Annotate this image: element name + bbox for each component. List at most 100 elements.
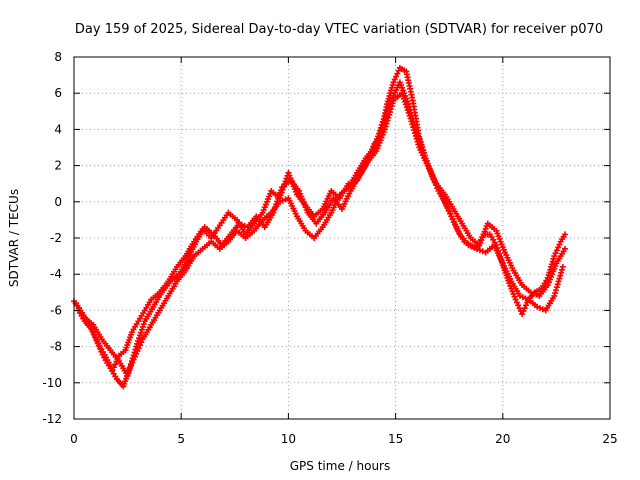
data-point-interp [139, 323, 146, 330]
axis-ticks [73, 56, 611, 420]
y-tick-label: -8 [50, 340, 62, 354]
x-tick-label: 20 [495, 432, 510, 446]
data-point-interp [271, 206, 278, 213]
data-point-interp [132, 346, 139, 353]
x-tick-label: 10 [281, 432, 296, 446]
data-point-interp [411, 127, 418, 134]
x-tick-label: 5 [177, 432, 185, 446]
y-tick-label: -10 [42, 376, 62, 390]
data-point-interp [137, 329, 144, 336]
data-point-interp [377, 124, 384, 131]
data-point-interp [385, 114, 392, 121]
data-point-interp [414, 138, 421, 145]
data-point-interp [387, 109, 394, 116]
y-tick-label: 8 [54, 50, 62, 64]
x-tick-label: 15 [388, 432, 403, 446]
data-point-interp [553, 284, 560, 291]
data-point-interp [126, 366, 133, 373]
y-tick-label: 6 [54, 86, 62, 100]
data-point-interp [135, 337, 142, 344]
data-point-interp [404, 107, 411, 114]
y-tick-label: 4 [54, 122, 62, 136]
y-tick-label: 0 [54, 195, 62, 209]
data-point-interp [130, 352, 137, 359]
data-point-interp [411, 130, 418, 137]
data-point [551, 292, 558, 299]
x-tick-label: 25 [602, 432, 617, 446]
data-point [270, 209, 277, 216]
data-point-interp [399, 93, 406, 100]
data-point-interp [277, 189, 284, 196]
data-point-interp [401, 98, 408, 105]
data-point-interp [556, 275, 563, 282]
data-point-interp [373, 138, 380, 145]
x-tick-label: 0 [70, 432, 78, 446]
data-point-interp [275, 195, 282, 202]
data-point-interp [127, 363, 134, 370]
data-point-interp [403, 104, 410, 111]
data-point [559, 263, 566, 270]
data-point-interp [125, 369, 132, 376]
data-point-interp [386, 111, 393, 118]
y-tick-label: -12 [42, 412, 62, 426]
y-tick-labels: 8 6 4 2 0 -2 -4 -6 -8 -10 -12 [42, 50, 62, 426]
data-point-interp [406, 112, 413, 119]
data-point-interp [557, 272, 564, 279]
data-point-interp [375, 130, 382, 137]
series-track-c [73, 90, 568, 379]
data-point-interp [372, 141, 379, 148]
data-point-interp [554, 281, 561, 288]
x-axis-label: GPS time / hours [290, 459, 391, 473]
data-point-interp [558, 266, 565, 273]
data-point-interp [413, 135, 420, 142]
data-point-interp [278, 187, 285, 194]
data-point [371, 144, 378, 151]
data-point-interp [273, 201, 280, 208]
data-point-interp [412, 132, 419, 139]
data-point-interp [374, 136, 381, 143]
data-point-interp [384, 117, 391, 124]
data-point-interp [408, 118, 415, 125]
data-point-interp [400, 95, 407, 102]
data-point-interp [558, 269, 565, 276]
data-point-interp [552, 287, 559, 294]
data-point [399, 90, 406, 97]
y-tick-label: -4 [50, 267, 62, 281]
data-point-interp [415, 141, 422, 148]
data-point-interp [129, 355, 136, 362]
grid-lines [74, 57, 610, 419]
data-point-interp [274, 198, 281, 205]
data-point-interp [402, 101, 409, 108]
data-point [407, 115, 414, 122]
y-axis-label: SDTVAR / TECUs [7, 189, 21, 287]
data-point-interp [136, 335, 143, 342]
x-tick-labels: 0 5 10 15 20 25 [70, 432, 617, 446]
data-point-interp [276, 192, 283, 199]
data-point [124, 372, 131, 379]
y-tick-label: -6 [50, 303, 62, 317]
data-point-interp [388, 103, 395, 110]
data-point-interp [387, 106, 394, 113]
data-point-interp [389, 100, 396, 107]
data-point-interp [128, 360, 135, 367]
data-point-interp [555, 278, 562, 285]
data-point-interp [410, 124, 417, 131]
data-point [381, 126, 388, 133]
data-point-interp [272, 204, 279, 211]
y-tick-label: 2 [54, 159, 62, 173]
chart-title: Day 159 of 2025, Sidereal Day-to-day VTE… [75, 22, 603, 37]
data-point-interp [136, 332, 143, 339]
data-point-interp [378, 121, 385, 128]
data-point-interp [405, 109, 412, 116]
data-points [71, 64, 568, 390]
data-point-interp [382, 123, 389, 130]
data-point-interp [376, 127, 383, 134]
data-point-interp [138, 326, 145, 333]
data-point-interp [128, 358, 135, 365]
data-point [133, 343, 140, 350]
y-tick-label: -2 [50, 231, 62, 245]
data-point-interp [552, 290, 559, 297]
data-point-interp [131, 349, 138, 356]
data-point-interp [134, 340, 141, 347]
